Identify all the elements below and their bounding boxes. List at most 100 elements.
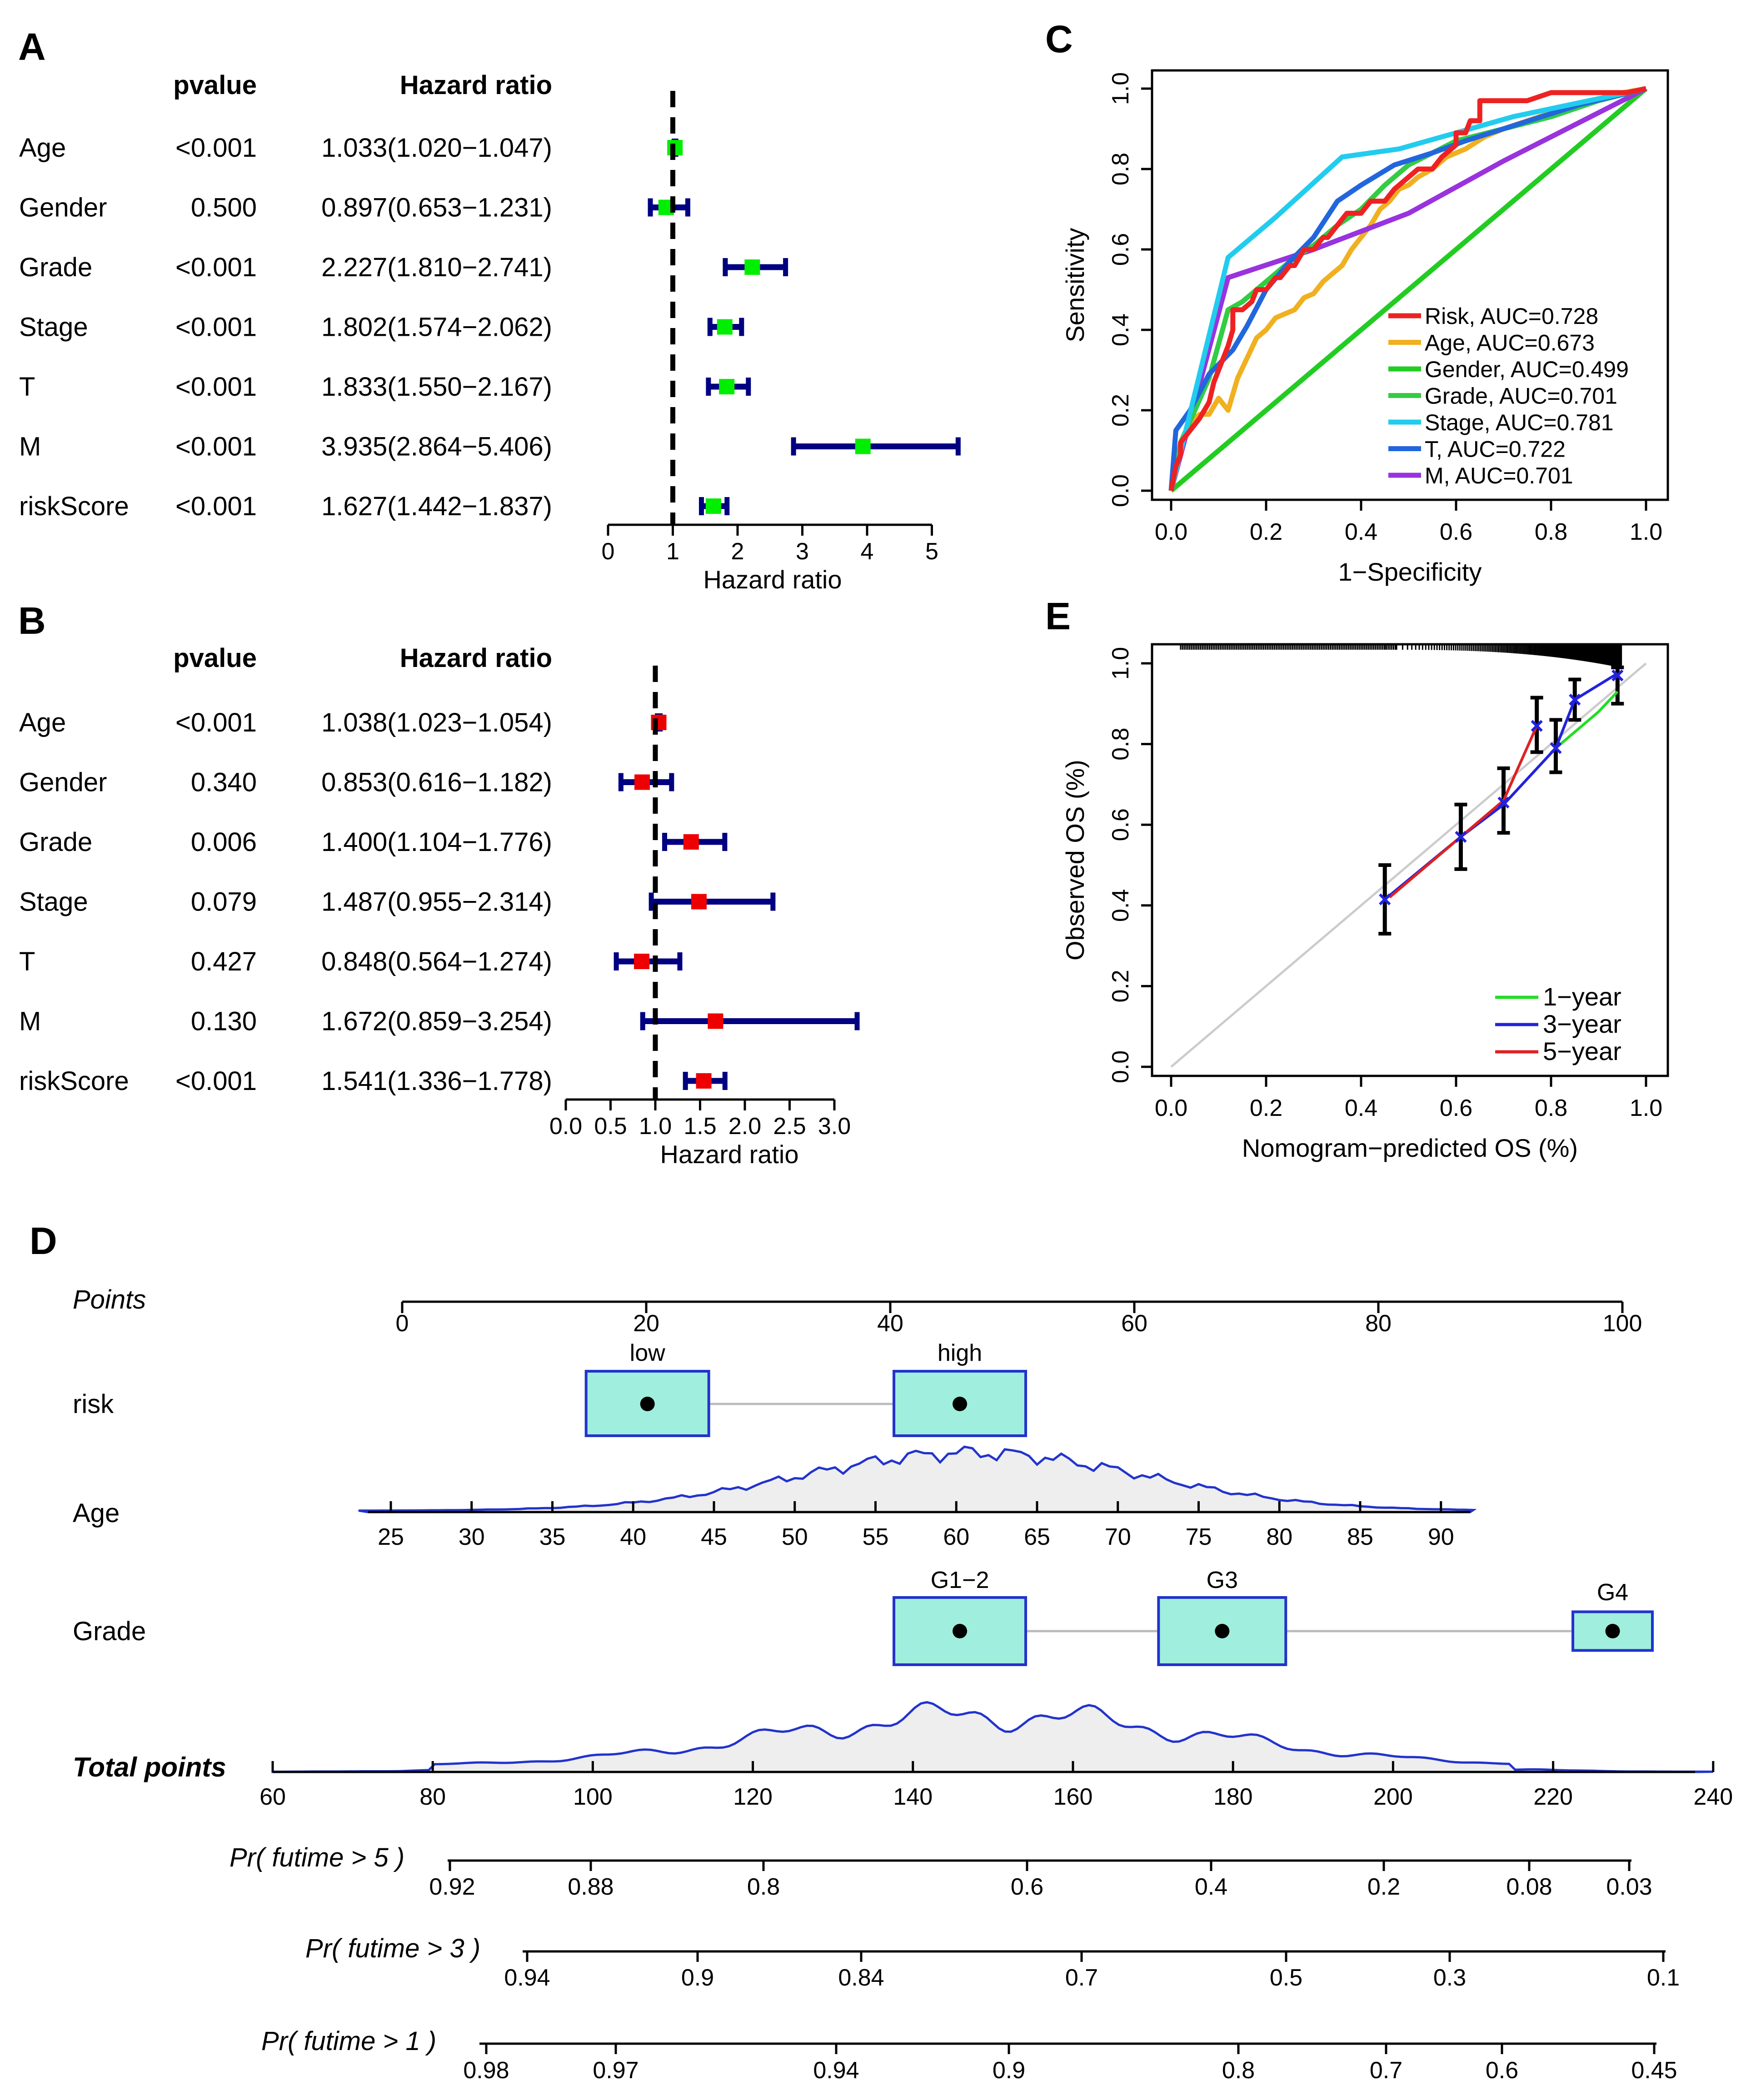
- risk-level-label-low: low: [630, 1340, 665, 1366]
- x-tick-label: 0.2: [1250, 519, 1282, 545]
- risk-level-label-high: high: [938, 1340, 982, 1366]
- pr1-tick-label: 0.6: [1486, 2057, 1518, 2084]
- points-tick-label: 40: [877, 1310, 903, 1337]
- age-tick-label: 45: [701, 1524, 727, 1550]
- y-tick-label: 1.0: [1107, 647, 1134, 680]
- hr-marker-m: [708, 1013, 723, 1029]
- row-name-riskscore: riskScore: [19, 1066, 129, 1096]
- forest-plot-b: pvalue Hazard ratio Age <0.001 1.038(1.023−1…: [19, 643, 860, 1169]
- x-tick-label: 1.5: [683, 1113, 716, 1140]
- row-pvalue-age: <0.001: [175, 708, 257, 737]
- pr3-tick-label: 0.7: [1065, 1965, 1098, 1991]
- calibration-line-1-year: [1555, 691, 1619, 749]
- age-tick-label: 55: [863, 1524, 889, 1550]
- x-tick-label: 0.4: [1345, 519, 1377, 545]
- y-tick-label: 0.4: [1107, 314, 1134, 346]
- x-tick-label: 0.6: [1440, 1095, 1472, 1121]
- panel-letter-c: C: [1045, 18, 1073, 60]
- row-name-age: Age: [19, 133, 66, 163]
- x-tick-label: 0.0: [1155, 519, 1187, 545]
- row-name-riskscore: riskScore: [19, 492, 129, 521]
- x-axis-label: 1−Specificity: [1338, 557, 1482, 586]
- grade-level-label-2: G4: [1597, 1579, 1628, 1606]
- roc-line-gender: [1169, 86, 1648, 493]
- row-pvalue-grade: 0.006: [191, 827, 257, 857]
- age-density: [358, 1445, 1477, 1513]
- forest-plot-a: pvalue Hazard ratio Age <0.001 1.033(1.020−1…: [19, 70, 961, 594]
- points-tick-label: 0: [396, 1310, 409, 1337]
- hr-marker-riskscore: [705, 498, 721, 514]
- pr1-tick-label: 0.9: [993, 2057, 1025, 2084]
- x-tick-label: 2: [731, 538, 744, 565]
- total-points-tick-label: 220: [1533, 1784, 1573, 1810]
- grade-label: Grade: [73, 1617, 146, 1646]
- row-name-m: M: [19, 432, 41, 462]
- hr-header: Hazard ratio: [400, 70, 552, 100]
- grade-dot-2: [1605, 1624, 1620, 1638]
- total-points-density: [271, 1701, 1713, 1773]
- row-name-stage: Stage: [19, 887, 88, 917]
- y-tick-label: 0.6: [1107, 808, 1134, 841]
- pr5-tick-label: 0.92: [429, 1874, 475, 1900]
- row-name-grade: Grade: [19, 253, 92, 282]
- row-hr-gender: 0.853(0.616−1.182): [321, 768, 552, 797]
- row-hr-gender: 0.897(0.653−1.231): [321, 193, 552, 223]
- row-pvalue-riskscore: <0.001: [175, 492, 257, 521]
- row-hr-riskscore: 1.541(1.336−1.778): [321, 1066, 552, 1096]
- legend-label-5-year: 5−year: [1543, 1037, 1621, 1065]
- x-tick-label: 5: [925, 538, 938, 565]
- x-tick-label: 2.5: [773, 1113, 806, 1140]
- roc-plot-c: 0.0 0.0 0.2 0.2 0.4 0.4 0.6 0.6 0.8 0.8 1.0 1.0 1−Sp…: [1061, 69, 1669, 586]
- total-points-tick-label: 160: [1053, 1784, 1093, 1810]
- total-points-tick-label: 60: [259, 1784, 286, 1810]
- risk-dot-high: [953, 1397, 968, 1411]
- pr1-tick-label: 0.94: [813, 2057, 859, 2084]
- hr-marker-stage: [717, 319, 733, 335]
- row-name-grade: Grade: [19, 827, 92, 857]
- nomogram-d: Points 0 20 40 60 80 100 risk low high Age 25 30 35 40…: [73, 1285, 1733, 2084]
- total-points-tick-label: 240: [1693, 1784, 1733, 1810]
- pr1-tick-label: 0.8: [1222, 2057, 1255, 2084]
- age-tick-label: 40: [620, 1524, 646, 1550]
- age-tick-label: 50: [782, 1524, 808, 1550]
- points-label: Points: [73, 1285, 146, 1314]
- pr5-tick-label: 0.03: [1606, 1874, 1652, 1900]
- age-tick-label: 60: [943, 1524, 969, 1550]
- grade-dot-0: [953, 1624, 968, 1638]
- pr1-tick-label: 0.45: [1631, 2057, 1677, 2084]
- row-pvalue-gender: 0.500: [191, 193, 257, 223]
- x-tick-label: 3.0: [818, 1113, 851, 1140]
- points-tick-label: 20: [633, 1310, 659, 1337]
- legend-label-3-year: 3−year: [1543, 1010, 1621, 1038]
- y-axis-label: Observed OS (%): [1061, 760, 1089, 960]
- age-tick-label: 65: [1024, 1524, 1050, 1550]
- total-points-tick-label: 120: [733, 1784, 773, 1810]
- roc-line-t: [1168, 86, 1647, 491]
- calibration-point-3: [1531, 720, 1543, 732]
- y-tick-label: 0.2: [1107, 394, 1134, 427]
- hr-marker-grade: [683, 834, 699, 850]
- y-axis-label: Sensitivity: [1061, 228, 1089, 342]
- panel-letter-a: A: [18, 25, 46, 68]
- x-tick-label: 3: [796, 538, 809, 565]
- row-pvalue-m: 0.130: [191, 1007, 257, 1036]
- x-tick-label: 0.0: [549, 1113, 582, 1140]
- roc-line-m: [1168, 86, 1647, 492]
- total-points-label: Total points: [73, 1752, 226, 1782]
- calibration-point-6: [1611, 669, 1624, 682]
- x-tick-label: 0.0: [1155, 1095, 1187, 1121]
- row-hr-age: 1.033(1.020−1.047): [321, 133, 552, 163]
- age-tick-label: 30: [459, 1524, 485, 1550]
- x-tick-label: 0.4: [1345, 1095, 1377, 1121]
- x-axis-label: Hazard ratio: [660, 1140, 798, 1169]
- y-tick-label: 0.8: [1107, 153, 1134, 185]
- y-tick-label: 0.2: [1107, 970, 1134, 1002]
- age-tick-label: 90: [1428, 1524, 1454, 1550]
- pr3-tick-label: 0.1: [1647, 1965, 1680, 1991]
- row-hr-m: 3.935(2.864−5.406): [321, 432, 552, 462]
- point-cross-b: [1379, 893, 1391, 906]
- pr3-tick-label: 0.5: [1270, 1965, 1302, 1991]
- age-tick-label: 70: [1105, 1524, 1131, 1550]
- panel-letter-b: B: [18, 599, 46, 642]
- hr-marker-riskscore: [696, 1073, 712, 1089]
